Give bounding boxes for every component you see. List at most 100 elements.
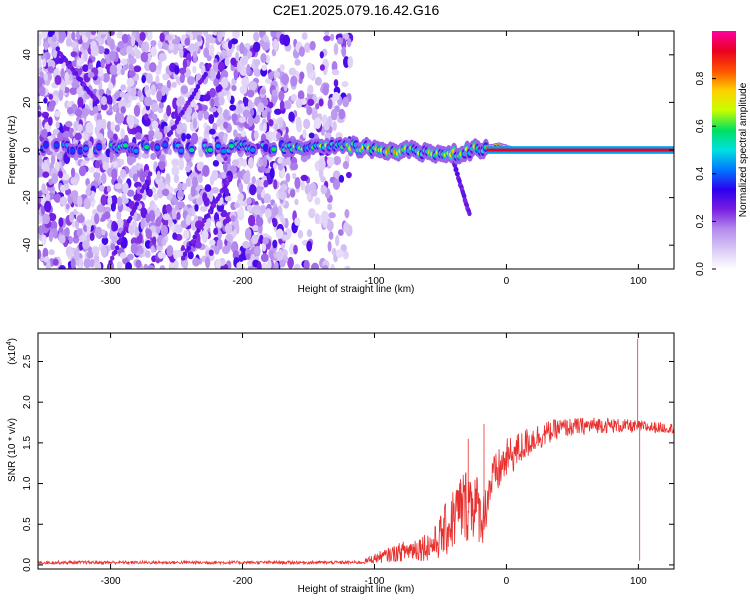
spectral-cell (347, 56, 354, 68)
spectral-cell (139, 31, 146, 41)
spectral-cell (140, 217, 146, 230)
spectral-cell (278, 191, 287, 200)
spectral-cell (134, 49, 142, 59)
spectral-cell (101, 236, 109, 246)
spectral-cell (344, 209, 350, 219)
spectral-cell (150, 84, 156, 96)
spectral-cell (279, 259, 286, 268)
spectral-cell (130, 87, 137, 97)
spectral-cell (185, 113, 191, 123)
spectral-cell (190, 220, 197, 231)
spectral-cell (269, 167, 275, 180)
spectral-cell (42, 247, 49, 259)
spectral-cell (120, 84, 127, 91)
spectral-cell (280, 242, 286, 249)
spectral-cell (232, 249, 239, 260)
spectral-cell (215, 221, 222, 228)
spectral-cell (273, 71, 281, 78)
spectral-cell (83, 224, 88, 232)
spectral-cell (161, 85, 167, 96)
spectral-cell (83, 133, 89, 141)
spectral-cell (38, 85, 46, 97)
spectrogram-x-axis: -300 -200 -100 0 100 (101, 31, 647, 287)
spectral-cell (225, 180, 230, 186)
spectral-cell (205, 33, 214, 43)
spectral-cell (246, 50, 253, 58)
spectral-cell (333, 155, 342, 166)
spectral-cell (171, 158, 180, 167)
spectral-cell (52, 258, 59, 266)
spectral-cell (306, 229, 312, 238)
spectral-cell (294, 58, 301, 66)
spectral-cell (110, 202, 116, 212)
spectral-cell (121, 33, 129, 44)
spectral-cell (128, 69, 136, 78)
spectral-cell (85, 31, 92, 38)
y-tick-label: 0.5 (22, 517, 33, 531)
spectral-cell (155, 217, 162, 227)
spectral-cell (338, 108, 346, 120)
spectral-cell (228, 144, 235, 149)
spectral-cell (244, 227, 252, 240)
spectral-cell (175, 249, 182, 258)
spectral-cell (324, 132, 332, 140)
spectral-cell (344, 265, 351, 269)
spectral-cell (74, 108, 83, 117)
spectral-cell (173, 260, 179, 269)
figure-title: C2E1.2025.079.16.42.G16 (273, 2, 440, 18)
spectral-cell (327, 98, 333, 110)
spectral-cell (247, 115, 254, 127)
spectral-cell (154, 209, 161, 218)
spectral-cell (338, 174, 345, 183)
spectral-cell (55, 121, 60, 129)
spectral-cell (96, 204, 105, 213)
spectral-cell (88, 99, 94, 110)
spectral-cell (155, 227, 161, 234)
spectral-cell (48, 230, 54, 242)
spectral-cell (96, 119, 103, 130)
spectral-cell (70, 167, 76, 178)
colorbar-tick-label: 0.4 (695, 166, 706, 180)
spectral-cell (210, 98, 215, 108)
y-tick-label: 40 (22, 49, 33, 61)
spectral-cell (38, 60, 42, 69)
spectral-cell (216, 106, 223, 114)
spectral-cell (205, 216, 212, 229)
spectral-cell (231, 84, 237, 92)
spectral-cell (101, 172, 107, 184)
spectral-cell (265, 208, 272, 219)
spectral-cell (77, 97, 84, 108)
spectral-cell (68, 73, 73, 81)
spectral-cell (247, 214, 256, 227)
spectral-cell (279, 100, 285, 111)
spectral-cell (85, 219, 93, 227)
spectral-cell (229, 104, 237, 111)
spectral-cell (96, 31, 102, 42)
spectral-cell (53, 193, 62, 203)
spectral-cell (48, 249, 55, 256)
colorbar: 0.0 0.2 0.4 0.6 0.8 Normalized spectral ampl… (695, 31, 749, 276)
spectral-cell (209, 190, 214, 203)
spectral-cell (261, 64, 268, 71)
spectral-cell (259, 234, 264, 245)
spectral-cell (177, 96, 185, 106)
spectral-cell (253, 208, 261, 216)
spectral-cell (249, 184, 257, 196)
spectral-cell (197, 110, 203, 121)
spectral-cell (92, 105, 99, 114)
spectral-cell (292, 172, 297, 180)
spectral-cell (117, 113, 125, 124)
spectral-cell (147, 31, 153, 41)
spectral-cell (212, 159, 220, 167)
spectral-cell (132, 173, 139, 182)
carrier-band-core (486, 148, 674, 152)
spectral-cell (145, 213, 151, 223)
spectral-cell (236, 170, 243, 179)
spectral-cell (202, 31, 209, 37)
spectral-cell (94, 213, 100, 225)
spectral-cell (330, 33, 335, 42)
spectral-cell (198, 149, 204, 158)
spectral-cell (178, 158, 185, 171)
spectral-cell (247, 99, 253, 110)
spectral-cell (147, 171, 153, 177)
